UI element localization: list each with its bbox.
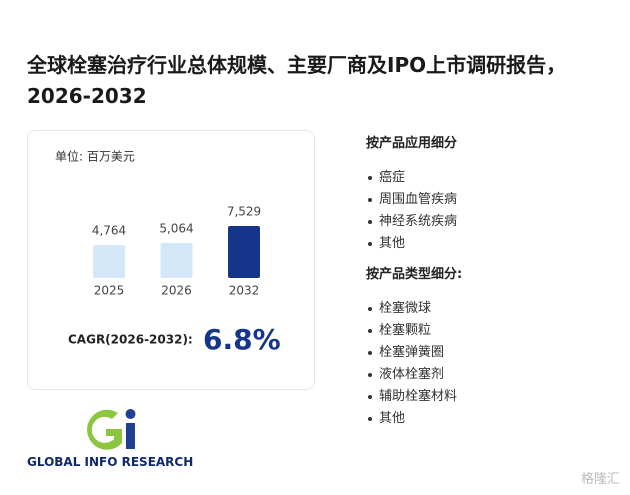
x-tick-label: 2032 [229,284,260,298]
list-item: 栓塞弹簧圈 [366,342,462,364]
value-label: 7,529 [227,205,261,219]
list-item: 辅助栓塞材料 [366,386,462,408]
bar [93,245,125,278]
list-item: 栓塞颗粒 [366,320,462,342]
application-block: 按产品应用细分 癌症 周围血管疾病 神经系统疾病 其他 [366,132,457,255]
logo-text: GLOBAL INFO RESEARCH [27,455,194,469]
list-item: 周围血管疾病 [366,189,457,211]
x-tick-label: 2025 [94,284,125,298]
section-heading: 按产品类型细分: [366,267,463,282]
chart: 单位: 百万美元 CAGR(2026-2032): 6.8% 4,764 2025… [55,149,281,357]
logo-icon [87,409,136,450]
value-label: 4,764 [92,224,126,238]
cagr-value: 6.8% [203,323,281,356]
watermark: 格隆汇 [580,472,620,487]
list: 栓塞微球 栓塞颗粒 栓塞弹簧圈 液体栓塞剂 辅助栓塞材料 其他 [366,298,462,430]
section-heading: 按产品应用细分 [366,136,458,151]
list-item: 神经系统疾病 [366,211,457,233]
list-item: 癌症 [366,167,457,189]
list: 癌症 周围血管疾病 神经系统疾病 其他 [366,167,457,255]
list-item: 液体栓塞剂 [366,364,462,386]
chart-card [27,130,315,390]
list-item: 其他 [366,408,462,430]
x-tick-label: 2026 [161,284,192,298]
unit-label: 单位: 百万美元 [55,149,135,164]
cagr-label: CAGR(2026-2032): [68,333,193,347]
list-item: 其他 [366,233,457,255]
title: 全球栓塞治疗行业总体规模、主要厂商及IPO上市调研报告，2026-2032 [27,53,567,108]
bar [160,243,193,278]
bar [228,226,260,278]
list-item: 栓塞微球 [366,298,462,320]
value-label: 5,064 [159,222,193,236]
type-block: 按产品类型细分: 栓塞微球 栓塞颗粒 栓塞弹簧圈 液体栓塞剂 辅助栓塞材料 其他 [366,263,462,430]
